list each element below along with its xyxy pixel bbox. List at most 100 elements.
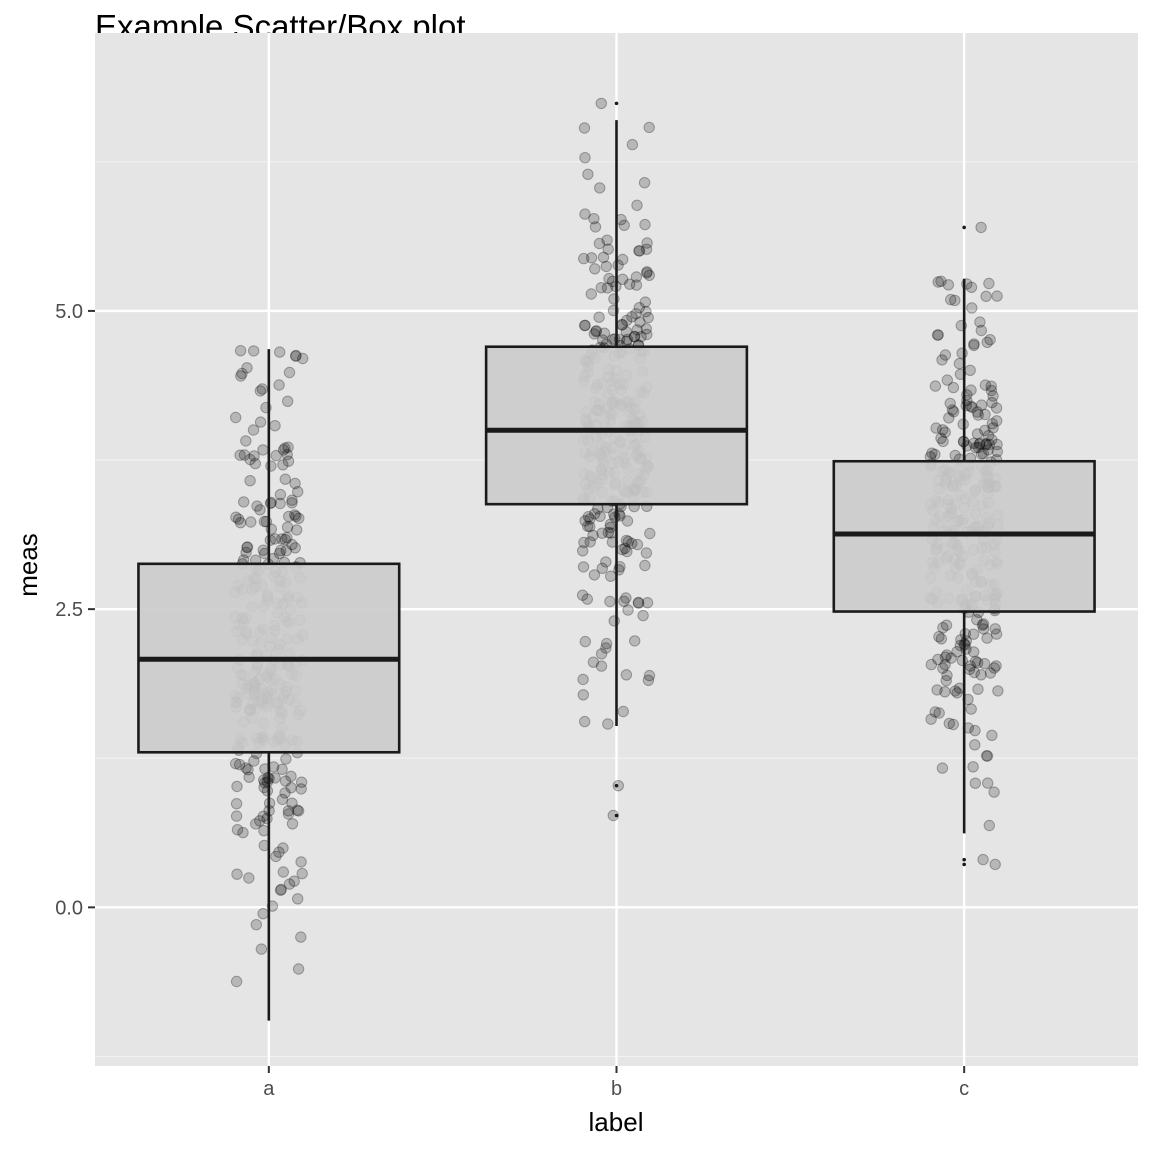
data-point-b [581, 593, 593, 605]
data-point-b [638, 177, 651, 189]
data-point-c [925, 658, 937, 671]
data-point-c [968, 666, 980, 679]
data-point-b [634, 316, 646, 328]
data-point-c [941, 669, 953, 682]
data-point-b [640, 305, 652, 318]
data-point-a [251, 500, 263, 512]
data-point-b [641, 267, 653, 279]
data-point-a [273, 547, 286, 560]
data-point-c [967, 761, 979, 773]
data-point-b [628, 331, 641, 343]
data-point-a [289, 542, 301, 554]
data-point-c [987, 422, 999, 434]
data-point-a [234, 345, 247, 357]
data-point-c [947, 381, 960, 394]
data-point-c [929, 448, 941, 461]
data-point-a [270, 850, 282, 863]
data-point-c [980, 750, 993, 762]
data-point-c [941, 649, 953, 661]
data-point-a [232, 513, 245, 525]
data-point-b [639, 296, 651, 308]
data-point-c [932, 653, 944, 666]
data-point-b [605, 527, 617, 539]
data-point-a [273, 846, 285, 858]
data-point-b [609, 511, 621, 523]
data-point-a [289, 509, 301, 521]
data-point-a [241, 362, 253, 374]
data-point-b [640, 243, 653, 256]
data-point-c [990, 628, 1003, 640]
data-point-b [641, 237, 653, 249]
data-point-a [283, 878, 296, 890]
data-point-c [939, 659, 951, 671]
data-point-b [620, 534, 633, 547]
data-point-a [244, 453, 256, 466]
data-point-b [633, 245, 645, 257]
data-point-c [981, 632, 993, 644]
data-point-c [982, 444, 994, 456]
data-point-c [977, 623, 990, 635]
data-point-c [946, 404, 959, 416]
data-point-b [600, 642, 612, 654]
data-point-a [282, 455, 295, 467]
data-point-b [643, 269, 655, 281]
data-point-b [579, 319, 591, 331]
data-point-b [632, 596, 645, 609]
data-point-a [279, 473, 291, 485]
data-point-a [244, 475, 256, 487]
data-point-a [279, 787, 291, 799]
data-point-a [235, 370, 247, 382]
data-point-b [600, 637, 613, 650]
data-point-a [231, 780, 243, 793]
data-point-b [601, 282, 614, 294]
data-point-b [595, 648, 608, 660]
data-point-a [277, 866, 289, 878]
data-point-a [250, 919, 262, 931]
data-point-c [937, 622, 949, 634]
data-point-a [275, 544, 287, 557]
data-point-a [269, 420, 281, 432]
data-point-a [295, 856, 307, 868]
data-point-c [937, 662, 949, 674]
data-point-b [587, 529, 599, 542]
data-point-a [292, 805, 305, 817]
data-point-c [991, 290, 1003, 302]
data-point-a [230, 511, 242, 523]
data-point-c [940, 675, 952, 687]
axes: 0.0 2.5 5.0 a b c [55, 301, 969, 1100]
data-point-a [274, 884, 287, 896]
data-point-a [248, 450, 260, 462]
data-point-a [276, 533, 288, 545]
data-point-b [577, 673, 589, 686]
data-point-a [292, 893, 304, 905]
data-point-b [620, 669, 633, 681]
data-point-c [975, 399, 988, 411]
data-point-b [578, 536, 590, 549]
data-point-c [979, 424, 991, 437]
data-point-b [632, 597, 645, 609]
data-point-c [933, 707, 945, 719]
data-point-c [982, 777, 994, 789]
data-point-a [285, 782, 297, 794]
data-point-a [290, 350, 302, 362]
data-point-c [932, 329, 944, 341]
data-point-a [243, 872, 255, 884]
data-point-a [240, 762, 252, 774]
data-point-a [277, 444, 290, 456]
data-point-b [582, 168, 594, 181]
data-point-a [292, 963, 305, 975]
y-tick-label: 2.5 [55, 599, 83, 621]
data-point-a [274, 497, 286, 510]
data-point-c [936, 762, 949, 774]
data-point-c [977, 853, 989, 866]
data-point-a [247, 424, 260, 436]
data-point-b [596, 562, 608, 574]
data-point-a [276, 763, 288, 775]
data-point-c [984, 667, 997, 679]
data-point-a [248, 345, 260, 357]
data-point-b [643, 121, 655, 134]
data-point-b [639, 559, 651, 572]
data-point-a [282, 805, 295, 817]
x-tick-label-a: a [263, 1078, 275, 1100]
data-point-b [587, 656, 600, 668]
